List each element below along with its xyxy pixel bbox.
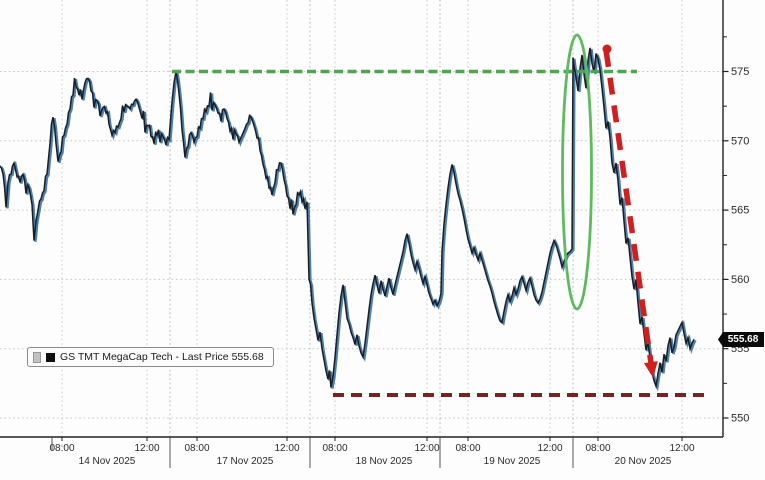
- time-tick-label: 08:00: [49, 443, 74, 454]
- time-tick-label: 08:00: [184, 443, 209, 454]
- y-tick-label: 560: [731, 274, 749, 286]
- date-label: 17 Nov 2025: [217, 456, 274, 467]
- legend-label: GS TMT MegaCap Tech - Last Price 555.68: [60, 351, 264, 363]
- time-tick-label: 12:00: [537, 443, 562, 454]
- date-label: 20 Nov 2025: [615, 456, 672, 467]
- legend-grip-icon: [33, 351, 41, 363]
- price-line: [0, 47, 695, 390]
- time-tick-label: 08:00: [322, 443, 347, 454]
- time-tick-label: 08:00: [455, 443, 480, 454]
- highlight-ellipse: [561, 33, 593, 311]
- time-tick-label: 12:00: [274, 443, 299, 454]
- date-label: 14 Nov 2025: [79, 456, 136, 467]
- y-tick-label: 550: [731, 413, 749, 425]
- time-tick-label: 08:00: [585, 443, 610, 454]
- y-tick-label: 570: [731, 135, 749, 147]
- legend: GS TMT MegaCap Tech - Last Price 555.68: [27, 347, 274, 367]
- last-price-tag: 555.68: [718, 332, 764, 347]
- time-tick-label: 12:00: [134, 443, 159, 454]
- legend-series-swatch-icon: [46, 352, 55, 362]
- y-tick-label: 575: [731, 66, 749, 78]
- last-price-value: 555.68: [727, 334, 759, 345]
- date-label: 18 Nov 2025: [356, 456, 413, 467]
- y-tick-label: 565: [731, 205, 749, 217]
- time-tick-label: 12:00: [414, 443, 439, 454]
- date-label: 19 Nov 2025: [484, 456, 541, 467]
- time-tick-label: 12:00: [669, 443, 694, 454]
